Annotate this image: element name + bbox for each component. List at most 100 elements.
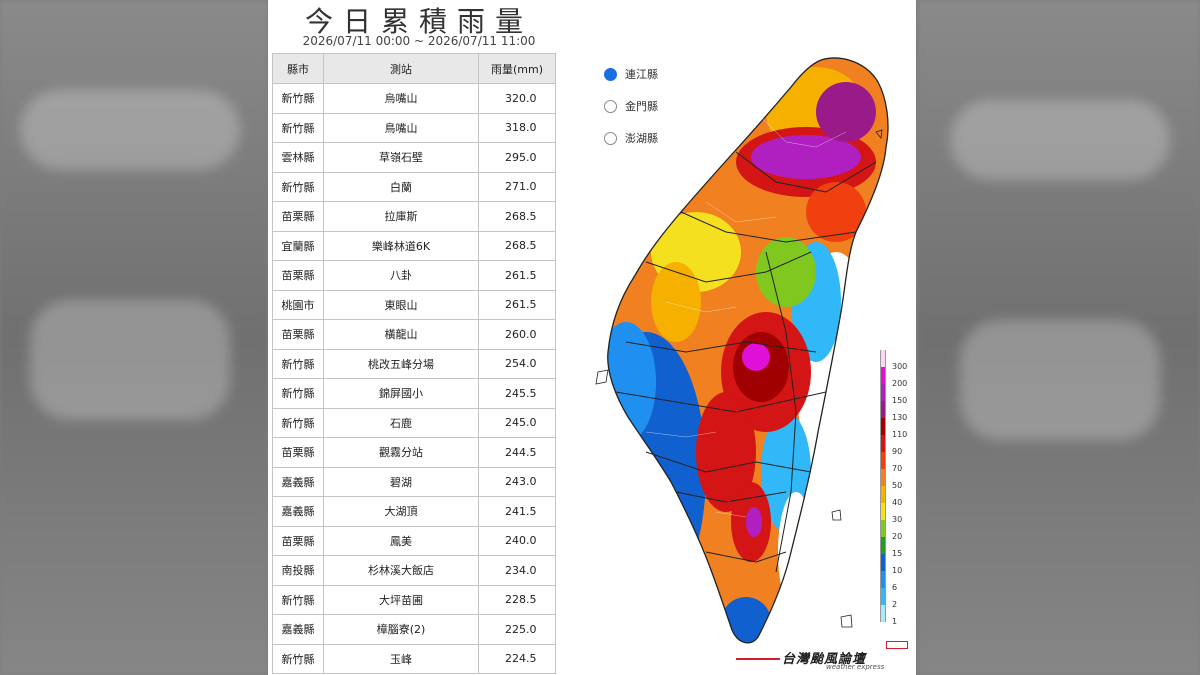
brand-subtitle: weather express xyxy=(826,663,885,671)
cell-station: 東眼山 xyxy=(323,289,479,320)
legend-swatch xyxy=(880,605,886,622)
taiwan-rainfall-map-icon xyxy=(595,57,889,644)
cell-rainfall: 244.5 xyxy=(478,437,556,468)
radio-option-penghu[interactable]: 澎湖縣 xyxy=(604,122,658,154)
table-row: 新竹縣 石鹿 245.0 xyxy=(272,407,556,438)
cell-county: 嘉義縣 xyxy=(272,496,324,527)
cell-county: 苗栗縣 xyxy=(272,319,324,350)
rainfall-table: 縣市 測站 雨量(mm) 新竹縣 烏嘴山 320.0 新竹縣 鳥嘴山 318.0 雲林縣 草嶺… xyxy=(272,53,556,674)
legend-label: 15 xyxy=(892,549,903,558)
radio-option-lienchiang[interactable]: 連江縣 xyxy=(604,58,658,90)
cell-county: 新竹縣 xyxy=(272,171,324,202)
cell-station: 桃改五峰分場 xyxy=(323,348,479,379)
cell-rainfall: 261.5 xyxy=(478,260,556,291)
cell-rainfall: 318.0 xyxy=(478,112,556,143)
table-row: 苗栗縣 拉庫斯 268.5 xyxy=(272,201,556,232)
cell-county: 新竹縣 xyxy=(272,112,324,143)
cell-county: 苗栗縣 xyxy=(272,260,324,291)
radio-option-kinmen[interactable]: 金門縣 xyxy=(604,90,658,122)
table-row: 新竹縣 錦屏國小 245.5 xyxy=(272,378,556,409)
cell-county: 苗栗縣 xyxy=(272,437,324,468)
legend-swatch xyxy=(880,571,886,588)
legend-label: 90 xyxy=(892,447,903,456)
legend-label: 30 xyxy=(892,515,903,524)
cell-county: 桃園市 xyxy=(272,289,324,320)
rainfall-panel: 今日累積雨量 2026/07/11 00:00 ~ 2026/07/11 11:… xyxy=(268,0,916,675)
column-header-rainfall: 雨量(mm) xyxy=(478,53,556,84)
cell-county: 新竹縣 xyxy=(272,407,324,438)
legend-label: 6 xyxy=(892,583,898,592)
brand-name: 台灣颱風論壇 xyxy=(782,652,867,667)
legend-swatch xyxy=(880,537,886,554)
cell-station: 拉庫斯 xyxy=(323,201,479,232)
cell-rainfall: 268.5 xyxy=(478,201,556,232)
cell-county: 嘉義縣 xyxy=(272,614,324,645)
background-blob xyxy=(950,100,1170,180)
cell-rainfall: 261.5 xyxy=(478,289,556,320)
cell-county: 新竹縣 xyxy=(272,378,324,409)
cell-rainfall: 260.0 xyxy=(478,319,556,350)
legend-label: 110 xyxy=(892,430,908,439)
cell-station: 鳳美 xyxy=(323,525,479,556)
table-row: 桃園市 東眼山 261.5 xyxy=(272,289,556,320)
cell-station: 白蘭 xyxy=(323,171,479,202)
cell-county: 新竹縣 xyxy=(272,83,324,114)
cell-station: 石鹿 xyxy=(323,407,479,438)
table-row: 嘉義縣 碧湖 243.0 xyxy=(272,466,556,497)
cell-station: 樂峰林道6K xyxy=(323,230,479,261)
cell-rainfall: 225.0 xyxy=(478,614,556,645)
cell-rainfall: 245.0 xyxy=(478,407,556,438)
cell-station: 八卦 xyxy=(323,260,479,291)
brand-logo: 台灣颱風論壇 weather express xyxy=(736,641,916,672)
background-left xyxy=(0,0,268,675)
rainfall-map xyxy=(586,52,906,652)
cell-rainfall: 271.0 xyxy=(478,171,556,202)
cell-county: 宜蘭縣 xyxy=(272,230,324,261)
township-borders xyxy=(645,111,847,518)
cell-rainfall: 224.5 xyxy=(478,643,556,674)
table-row: 苗栗縣 橫龍山 260.0 xyxy=(272,319,556,350)
table-row: 新竹縣 桃改五峰分場 254.0 xyxy=(272,348,556,379)
table-row: 雲林縣 草嶺石壁 295.0 xyxy=(272,142,556,173)
table-row: 苗栗縣 八卦 261.5 xyxy=(272,260,556,291)
background-blob xyxy=(960,320,1160,440)
cell-station: 玉峰 xyxy=(323,643,479,674)
cell-county: 嘉義縣 xyxy=(272,466,324,497)
cell-station: 橫龍山 xyxy=(323,319,479,350)
legend-label: 20 xyxy=(892,532,903,541)
cell-station: 觀霧分站 xyxy=(323,437,479,468)
legend-label: 200 xyxy=(892,379,908,388)
radio-label: 澎湖縣 xyxy=(625,132,658,145)
radio-label: 金門縣 xyxy=(625,100,658,113)
table-row: 南投縣 杉林溪大飯店 234.0 xyxy=(272,555,556,586)
cell-county: 新竹縣 xyxy=(272,348,324,379)
cell-rainfall: 254.0 xyxy=(478,348,556,379)
island-outline xyxy=(875,129,883,139)
table-row: 宜蘭縣 樂峰林道6K 268.5 xyxy=(272,230,556,261)
radio-unselected-icon[interactable] xyxy=(604,131,617,145)
legend-label: 10 xyxy=(892,566,903,575)
island-outline xyxy=(831,509,842,521)
cell-rainfall: 240.0 xyxy=(478,525,556,556)
table-row: 嘉義縣 大湖頂 241.5 xyxy=(272,496,556,527)
legend-label: 50 xyxy=(892,481,903,490)
radio-unselected-icon[interactable] xyxy=(604,99,617,113)
cell-station: 杉林溪大飯店 xyxy=(323,555,479,586)
legend-label: 130 xyxy=(892,413,908,422)
legend-label: 150 xyxy=(892,396,908,405)
legend-swatch xyxy=(880,588,886,605)
legend-swatch xyxy=(880,452,886,469)
island-outline xyxy=(840,614,853,628)
legend-label: 2 xyxy=(892,600,898,609)
legend-swatch xyxy=(880,520,886,537)
rainfall-fill xyxy=(607,58,889,643)
legend-label: 70 xyxy=(892,464,903,473)
table-row: 新竹縣 烏嘴山 320.0 xyxy=(272,83,556,114)
cell-county: 苗栗縣 xyxy=(272,525,324,556)
cell-station: 草嶺石壁 xyxy=(323,142,479,173)
radio-label: 連江縣 xyxy=(625,68,658,81)
cell-rainfall: 320.0 xyxy=(478,83,556,114)
cell-station: 碧湖 xyxy=(323,466,479,497)
radio-selected-icon[interactable] xyxy=(604,67,617,81)
table-row: 新竹縣 大坪苗圃 228.5 xyxy=(272,584,556,615)
